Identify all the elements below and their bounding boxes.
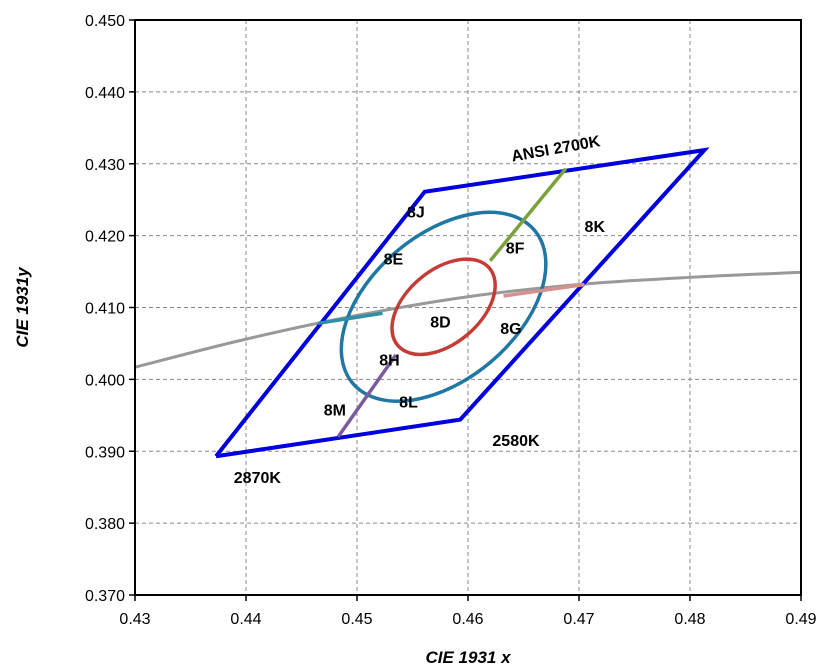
y-tick-label: 0.410 [85, 301, 125, 318]
region-label: 2870K [234, 470, 282, 487]
x-tick-label: 0.48 [674, 611, 705, 628]
x-tick-label: 0.44 [230, 611, 261, 628]
y-tick-label: 0.450 [85, 13, 125, 30]
y-tick-label: 0.440 [85, 85, 125, 102]
divider-segment [488, 167, 568, 262]
x-tick-label: 0.46 [452, 611, 483, 628]
y-tick-label: 0.370 [85, 588, 125, 605]
outer-ellipse [339, 210, 548, 403]
region-label: 8H [379, 353, 399, 370]
region-label: 8G [500, 321, 521, 338]
planckian-locus [134, 270, 802, 369]
divider-segment [503, 282, 585, 298]
planckian-locus-line [134, 270, 802, 369]
y-tick-label: 0.380 [85, 516, 125, 533]
y-axis-title: CIE 1931y [13, 266, 32, 348]
x-tick-label: 0.45 [341, 611, 372, 628]
inner-ellipse [390, 257, 497, 357]
region-label: 8L [399, 394, 418, 411]
region-label: 2580K [492, 433, 540, 450]
region-label: 8F [506, 241, 525, 258]
region-label: 8M [324, 402, 346, 419]
quadrangle-outline [214, 147, 710, 459]
macadam-ellipses [339, 210, 548, 403]
x-tick-label: 0.43 [119, 611, 150, 628]
divider-segment [336, 353, 398, 438]
y-tick-label: 0.420 [85, 229, 125, 246]
x-tick-label: 0.49 [785, 611, 816, 628]
region-label: 8E [384, 251, 404, 268]
y-tick-label: 0.430 [85, 157, 125, 174]
ansi-quadrangle [214, 147, 710, 459]
x-axis-title: CIE 1931 x [425, 648, 512, 667]
x-tick-label: 0.47 [563, 611, 594, 628]
divider-segments [317, 167, 585, 438]
region-label: 8J [407, 205, 425, 222]
region-label: 8D [430, 315, 450, 332]
tick-labels: 0.43 0.44 0.45 0.46 0.47 0.48 0.49 0.370 0.380 0.… [85, 13, 817, 628]
region-label: 8K [585, 219, 606, 236]
y-tick-label: 0.390 [85, 444, 125, 461]
divider-segment [317, 311, 383, 326]
y-tick-label: 0.400 [85, 372, 125, 389]
